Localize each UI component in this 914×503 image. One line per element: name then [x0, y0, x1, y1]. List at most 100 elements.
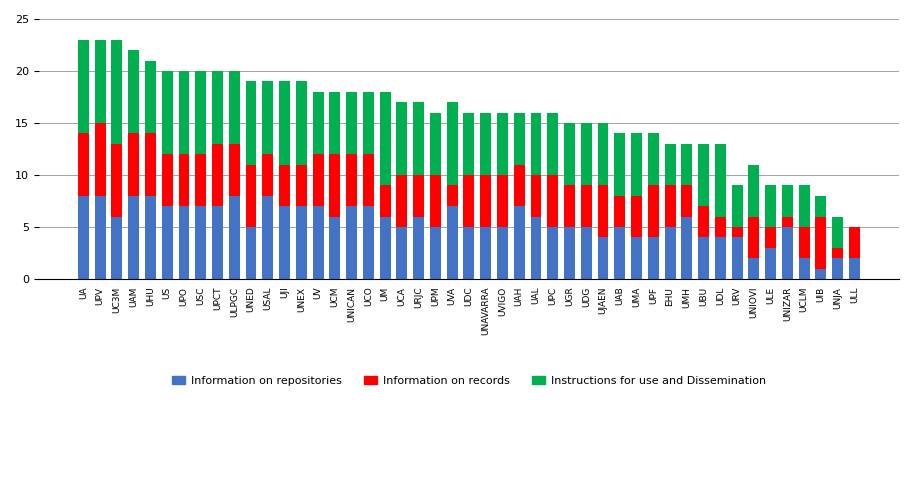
Bar — [178, 71, 189, 154]
Bar — [430, 175, 441, 227]
Bar — [128, 196, 139, 279]
Bar — [463, 227, 474, 279]
Bar — [145, 60, 156, 133]
Bar — [664, 186, 675, 227]
Bar — [614, 227, 625, 279]
Bar — [598, 237, 609, 279]
Bar — [648, 133, 659, 186]
Bar — [196, 154, 207, 206]
Bar — [833, 258, 843, 279]
Bar — [732, 186, 742, 227]
Bar — [212, 144, 223, 206]
Bar — [379, 186, 390, 217]
Bar — [530, 217, 541, 279]
Bar — [698, 237, 709, 279]
Bar — [78, 196, 89, 279]
Bar — [480, 175, 491, 227]
Bar — [698, 206, 709, 237]
Bar — [128, 50, 139, 133]
Bar — [463, 175, 474, 227]
Bar — [849, 227, 860, 258]
Bar — [497, 175, 508, 227]
Bar — [480, 113, 491, 175]
Bar — [815, 269, 826, 279]
Bar — [363, 92, 374, 154]
Bar — [664, 144, 675, 186]
Bar — [95, 123, 106, 196]
Bar — [681, 144, 692, 186]
Bar — [162, 206, 173, 279]
Bar — [313, 206, 324, 279]
Bar — [329, 217, 340, 279]
Bar — [363, 154, 374, 206]
Bar — [648, 237, 659, 279]
Bar — [849, 258, 860, 279]
Bar — [732, 237, 742, 279]
Bar — [547, 113, 558, 175]
Bar — [749, 258, 760, 279]
Bar — [698, 144, 709, 206]
Bar — [631, 133, 642, 196]
Bar — [631, 196, 642, 237]
Bar — [112, 40, 122, 144]
Bar — [212, 71, 223, 144]
Bar — [815, 217, 826, 269]
Bar — [279, 206, 290, 279]
Bar — [564, 186, 575, 227]
Bar — [732, 227, 742, 237]
Bar — [228, 144, 239, 196]
Bar — [178, 154, 189, 206]
Bar — [397, 175, 408, 227]
Bar — [580, 227, 591, 279]
Bar — [78, 40, 89, 133]
Bar — [530, 175, 541, 217]
Bar — [162, 71, 173, 154]
Bar — [246, 227, 257, 279]
Bar — [296, 164, 307, 206]
Bar — [681, 217, 692, 279]
Bar — [715, 217, 726, 237]
Bar — [196, 206, 207, 279]
Bar — [228, 71, 239, 144]
Bar — [430, 113, 441, 175]
Bar — [782, 217, 792, 227]
Bar — [497, 113, 508, 175]
Bar — [196, 71, 207, 154]
Bar — [547, 175, 558, 227]
Bar — [112, 144, 122, 217]
Bar — [833, 248, 843, 258]
Bar — [514, 113, 525, 164]
Bar — [313, 92, 324, 154]
Bar — [664, 227, 675, 279]
Bar — [162, 154, 173, 206]
Bar — [514, 206, 525, 279]
Bar — [78, 133, 89, 196]
Bar — [681, 186, 692, 217]
Bar — [782, 227, 792, 279]
Bar — [413, 102, 424, 175]
Bar — [447, 206, 458, 279]
Bar — [246, 164, 257, 227]
Bar — [95, 40, 106, 123]
Bar — [547, 227, 558, 279]
Bar — [799, 186, 810, 227]
Bar — [212, 206, 223, 279]
Bar — [447, 186, 458, 206]
Bar — [715, 144, 726, 217]
Bar — [580, 186, 591, 227]
Bar — [178, 206, 189, 279]
Bar — [329, 154, 340, 217]
Bar — [765, 227, 776, 248]
Bar — [346, 154, 357, 206]
Legend: Information on repositories, Information on records, Instructions for use and Di: Information on repositories, Information… — [167, 372, 771, 390]
Bar — [95, 196, 106, 279]
Bar — [765, 186, 776, 227]
Bar — [430, 227, 441, 279]
Bar — [463, 113, 474, 175]
Bar — [346, 92, 357, 154]
Bar — [413, 175, 424, 217]
Bar — [833, 217, 843, 248]
Bar — [228, 196, 239, 279]
Bar — [614, 133, 625, 196]
Bar — [815, 196, 826, 217]
